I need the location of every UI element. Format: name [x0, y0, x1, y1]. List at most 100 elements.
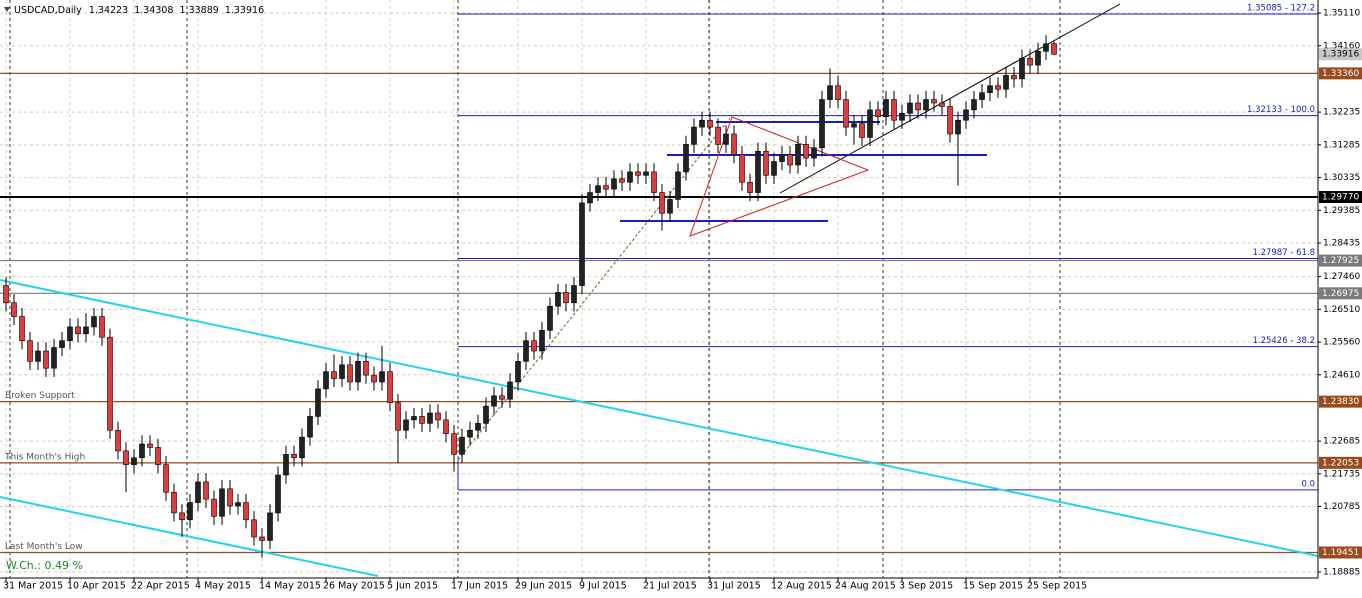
- x-tick-label: 31 Mar 2015: [3, 581, 63, 592]
- candle-body: [291, 454, 297, 459]
- candle-body: [587, 192, 593, 204]
- y-tick-label: 1.30335: [1323, 173, 1360, 183]
- candle-body: [715, 126, 721, 145]
- candle-body: [99, 316, 105, 338]
- candle-body: [1019, 57, 1025, 80]
- price-level-box: [1319, 546, 1362, 559]
- candle-body: [259, 536, 265, 541]
- candle-body: [275, 474, 281, 514]
- candle-body: [1003, 75, 1009, 90]
- candle-body: [563, 292, 569, 304]
- candle-body: [1051, 43, 1057, 55]
- candle-body: [147, 443, 153, 448]
- candle-body: [475, 423, 481, 431]
- channel-lower: [0, 496, 379, 577]
- candle-body: [731, 133, 737, 155]
- x-tick-label: 3 Sep 2015: [899, 581, 953, 592]
- candle-body: [971, 99, 977, 111]
- price-level-label: 1.26975: [1322, 289, 1359, 299]
- candle-body: [395, 402, 401, 431]
- candle-body: [11, 302, 17, 317]
- candle-body: [219, 488, 225, 517]
- fib-label: 1.35085 - 127.2: [1247, 3, 1315, 13]
- candle-body: [619, 178, 625, 183]
- price-level-box: [1319, 191, 1362, 204]
- y-tick-label: 1.28435: [1323, 239, 1360, 249]
- candle-body: [891, 99, 897, 121]
- fib-label: 1.27987 - 61.8: [1252, 248, 1315, 258]
- grid-layer: [0, 0, 1318, 578]
- candle-body: [603, 185, 609, 190]
- candle-body: [747, 181, 753, 193]
- y-tick-label: 1.32235: [1323, 108, 1360, 118]
- candle-body: [883, 99, 889, 118]
- candle-body: [899, 113, 905, 121]
- candle-body: [979, 92, 985, 100]
- candle-body: [107, 336, 113, 431]
- candle-body: [387, 371, 393, 403]
- fib-label: 0.0: [1301, 479, 1315, 489]
- x-tick-label: 21 Jul 2015: [643, 581, 697, 592]
- price-level-box: [1319, 395, 1362, 408]
- x-tick-label: 15 Sep 2015: [963, 581, 1023, 592]
- candle-body: [995, 85, 1001, 90]
- levels-layer: [0, 13, 1318, 554]
- candle-body: [659, 192, 665, 214]
- candle-body: [363, 361, 369, 376]
- candle-body: [803, 144, 809, 159]
- candle-body: [667, 199, 673, 214]
- y-tick-label: 1.18885: [1323, 567, 1360, 577]
- candle-body: [691, 126, 697, 145]
- candle-body: [355, 361, 361, 383]
- candle-body: [763, 150, 769, 176]
- candle-body: [435, 412, 441, 421]
- candle-body: [155, 447, 161, 465]
- candle-body: [915, 102, 921, 111]
- candle-body: [67, 326, 73, 341]
- candle-body: [123, 450, 129, 465]
- candle-body: [571, 285, 577, 304]
- candle-body: [739, 154, 745, 183]
- y-tick-label: 1.34160: [1323, 41, 1360, 51]
- candle-body: [987, 85, 993, 93]
- candle-body: [267, 512, 273, 541]
- candle-body: [171, 491, 177, 514]
- candle-body: [523, 340, 529, 362]
- candle-body: [467, 429, 473, 438]
- price-level-label: 1.19451: [1322, 548, 1359, 558]
- candle-body: [699, 119, 705, 128]
- candle-body: [403, 419, 409, 431]
- fib-anchor-line: [457, 117, 731, 461]
- candle-body: [643, 171, 649, 176]
- candle-body: [707, 119, 713, 128]
- current-price-box: [1319, 48, 1362, 61]
- candle-body: [843, 99, 849, 128]
- header-high: 1.34308: [134, 5, 173, 16]
- candle-body: [443, 419, 449, 434]
- candle-body: [539, 330, 545, 352]
- candle-body: [195, 481, 201, 503]
- y-tick-label: 1.21735: [1323, 469, 1360, 479]
- level-note: Broken Support: [5, 391, 75, 401]
- candle-body: [595, 185, 601, 193]
- price-level-box: [1319, 287, 1362, 300]
- candle-body: [875, 109, 881, 118]
- y-tick-label: 1.29385: [1323, 206, 1360, 216]
- candle-body: [411, 416, 417, 421]
- candle-body: [835, 85, 841, 100]
- candle-body: [211, 498, 217, 517]
- candle-body: [459, 436, 465, 455]
- y-tick-label: 1.20785: [1323, 502, 1360, 512]
- x-tick-label: 24 Aug 2015: [835, 581, 896, 592]
- price-level-label: 1.22053: [1322, 458, 1359, 468]
- candle-body: [611, 178, 617, 190]
- candle-body: [683, 144, 689, 173]
- candle-body: [35, 350, 41, 362]
- y-tick-label: 1.26510: [1323, 305, 1360, 315]
- price-level-label: 1.27925: [1322, 256, 1359, 266]
- y-tick-label: 1.35110: [1323, 9, 1360, 19]
- candle-body: [179, 512, 185, 521]
- x-tick-label: 22 Apr 2015: [131, 581, 190, 592]
- candle-body: [75, 326, 81, 335]
